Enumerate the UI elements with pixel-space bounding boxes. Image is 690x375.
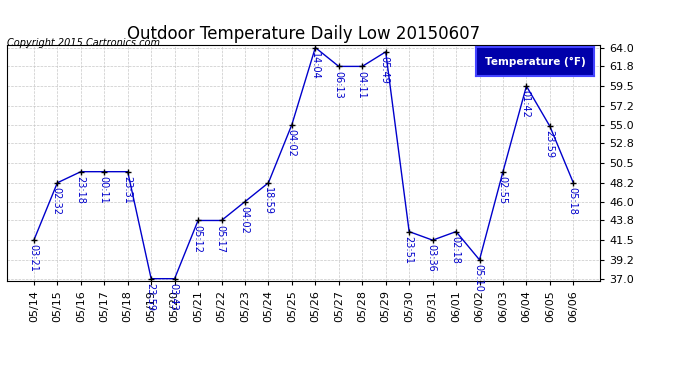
Text: 02:18: 02:18 [450, 236, 460, 264]
Text: Copyright 2015 Cartronics.com: Copyright 2015 Cartronics.com [7, 38, 160, 48]
Text: 23:31: 23:31 [122, 176, 132, 204]
Text: 05:17: 05:17 [216, 225, 226, 253]
Text: 00:11: 00:11 [99, 176, 108, 204]
Text: 05:49: 05:49 [380, 56, 390, 84]
Text: 23:59: 23:59 [146, 283, 155, 311]
Text: 02:55: 02:55 [497, 176, 507, 204]
Text: 01:42: 01:42 [520, 90, 531, 118]
Text: 05:10: 05:10 [473, 264, 484, 292]
Text: 03:36: 03:36 [427, 244, 437, 272]
Text: 04:02: 04:02 [286, 129, 296, 157]
Text: 04:02: 04:02 [239, 206, 249, 234]
Text: 02:32: 02:32 [52, 187, 61, 215]
Text: 06:13: 06:13 [333, 70, 343, 98]
Title: Outdoor Temperature Daily Low 20150607: Outdoor Temperature Daily Low 20150607 [127, 26, 480, 44]
Text: 04:11: 04:11 [357, 70, 366, 98]
Text: 03:21: 03:21 [28, 244, 38, 272]
Text: 14:04: 14:04 [310, 52, 319, 80]
Text: 18:59: 18:59 [263, 187, 273, 215]
Text: 23:51: 23:51 [404, 236, 413, 264]
Text: 23:18: 23:18 [75, 176, 85, 204]
Text: 23:59: 23:59 [544, 130, 554, 159]
Text: 03:43: 03:43 [169, 283, 179, 310]
Text: 05:12: 05:12 [193, 225, 202, 253]
Text: 05:18: 05:18 [567, 187, 578, 215]
